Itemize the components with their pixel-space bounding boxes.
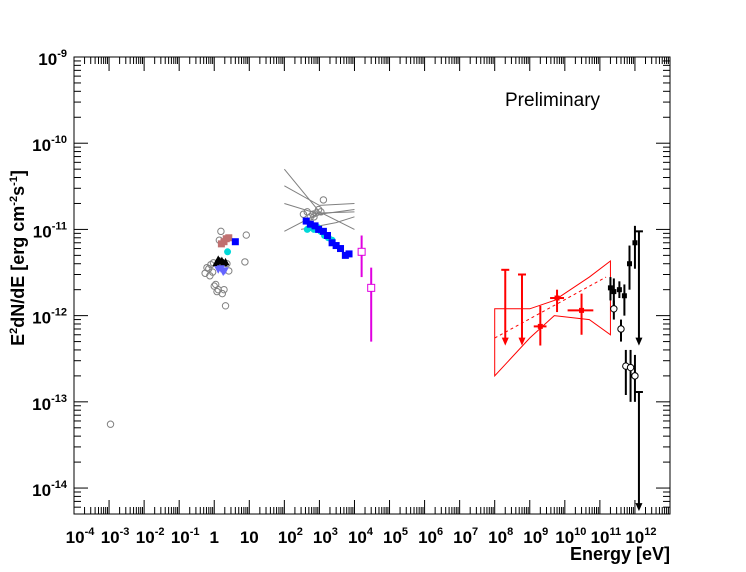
x-tick-label: 10 <box>240 528 259 547</box>
data-point <box>306 213 315 221</box>
data-point <box>317 208 325 216</box>
x-axis-ticks <box>73 57 671 514</box>
data-point <box>621 293 627 299</box>
x-axis-tick-labels: 10-4 10-3 10-2 10-1 1 10 102 103 104 105 106 107 108… <box>66 526 657 547</box>
fit-line <box>494 276 607 339</box>
data-point <box>302 217 310 225</box>
data-point <box>221 302 230 310</box>
x-tick-label: 10-2 <box>136 526 165 547</box>
data-point <box>241 258 249 266</box>
x-tick-label: 103 <box>313 526 338 547</box>
x-tick-label: 105 <box>383 526 408 547</box>
data-point <box>626 363 635 372</box>
data-point <box>610 305 618 313</box>
data-point <box>631 372 639 380</box>
data-point <box>632 240 638 246</box>
data-point <box>328 239 336 247</box>
data-point <box>217 227 225 236</box>
data-point <box>367 283 376 292</box>
y-axis-tick-labels: 10-14 10-13 10-12 10-11 10-10 10-9 <box>32 48 68 500</box>
data-point <box>106 420 115 428</box>
x-tick-label: 106 <box>418 526 443 547</box>
data-point <box>341 251 349 259</box>
data-point <box>319 227 327 235</box>
x-tick-label: 1012 <box>625 526 656 547</box>
y-axis-ticks <box>74 56 670 515</box>
y-tick-label: 10-13 <box>32 393 67 414</box>
data-point <box>224 248 232 256</box>
upper-limit-arrow <box>518 337 526 346</box>
butterfly-red <box>494 260 611 378</box>
x-axis-title: Energy [eV] <box>570 544 670 564</box>
data-point <box>579 307 585 313</box>
data-point <box>319 196 328 204</box>
y-tick-label: 10-14 <box>32 479 68 500</box>
data-layer <box>106 168 643 512</box>
data-point <box>332 242 340 250</box>
data-point <box>337 245 345 253</box>
data-point <box>323 232 331 240</box>
data-point <box>299 210 308 218</box>
data-point <box>616 287 622 293</box>
data-point <box>315 225 323 233</box>
y-axis-title: E2dN/dE [erg cm-2s-1] <box>8 170 28 346</box>
data-point <box>225 234 233 242</box>
butterfly-line-gray <box>284 185 355 206</box>
x-tick-label: 109 <box>523 526 548 547</box>
data-point <box>537 323 543 329</box>
data-point <box>357 247 366 256</box>
data-point <box>617 325 625 333</box>
x-tick-label: 102 <box>278 526 303 547</box>
x-tick-label: 108 <box>488 526 513 547</box>
x-tick-label: 10-4 <box>66 526 96 547</box>
y-tick-label: 10-9 <box>38 48 67 69</box>
data-point <box>220 267 229 275</box>
data-point <box>607 285 613 291</box>
data-point <box>220 285 228 294</box>
x-tick-label: 10-3 <box>101 526 130 547</box>
data-point <box>554 295 560 301</box>
x-tick-label: 1 <box>210 528 219 547</box>
data-point <box>611 289 617 295</box>
data-point <box>345 250 353 258</box>
x-tick-label: 1011 <box>591 526 622 547</box>
x-tick-label: 104 <box>348 526 374 547</box>
data-point <box>242 231 250 239</box>
y-tick-label: 10-11 <box>33 220 67 241</box>
y-tick-label: 10-12 <box>32 307 67 328</box>
upper-limit-arrow <box>501 337 509 346</box>
data-point <box>310 213 318 221</box>
data-point <box>311 222 319 230</box>
plot-frame <box>73 56 671 515</box>
data-point <box>208 268 217 276</box>
x-tick-label: 107 <box>453 526 478 547</box>
x-tick-label: 10-1 <box>171 526 200 547</box>
data-point <box>218 289 227 298</box>
upper-limit-arrow <box>635 503 643 512</box>
y-tick-label: 10-10 <box>32 134 67 155</box>
data-point <box>214 285 222 294</box>
data-point <box>221 257 230 266</box>
data-point <box>314 205 323 214</box>
data-point <box>627 261 633 267</box>
preliminary-label: Preliminary <box>505 90 601 111</box>
data-point <box>306 220 314 228</box>
x-tick-label: 1010 <box>555 526 586 547</box>
data-point <box>231 238 239 246</box>
upper-limit-arrow <box>635 337 643 346</box>
